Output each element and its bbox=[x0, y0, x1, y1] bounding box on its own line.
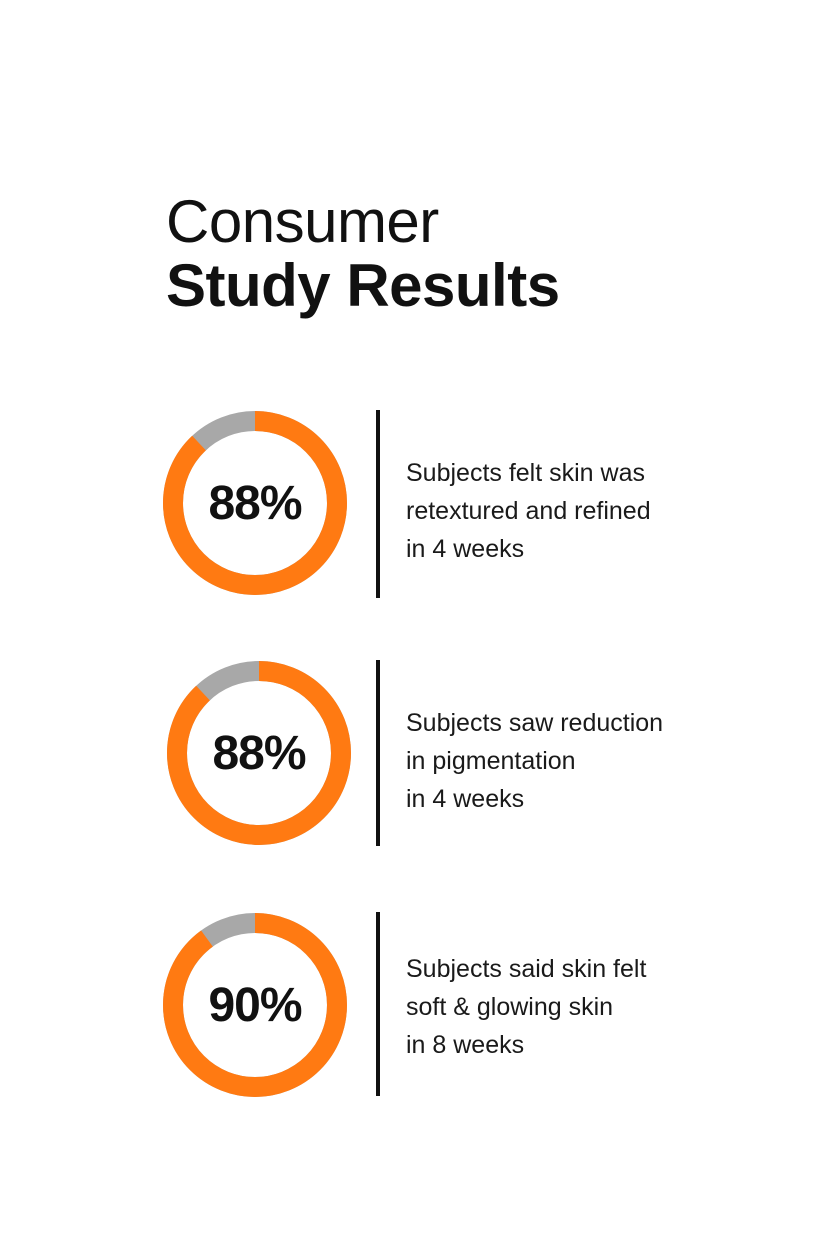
stat-item: 88% Subjects saw reduction in pigmentati… bbox=[160, 658, 720, 848]
description-line: in pigmentation bbox=[406, 747, 576, 775]
description-line: in 4 weeks bbox=[406, 535, 525, 563]
description-line: in 8 weeks bbox=[406, 1031, 525, 1059]
progress-ring: 88% bbox=[160, 408, 350, 598]
stat-description: Subjects said skin felt soft & glowing s… bbox=[406, 950, 726, 1064]
description-line: retextured and refined bbox=[406, 497, 651, 525]
progress-ring-graphic bbox=[167, 661, 351, 845]
divider-line bbox=[376, 660, 380, 846]
divider-line bbox=[376, 410, 380, 598]
description-line: Subjects said skin felt bbox=[406, 955, 647, 983]
description-line: Subjects saw reduction bbox=[406, 709, 664, 737]
progress-arc bbox=[167, 661, 351, 845]
page-title: Consumer Study Results bbox=[166, 190, 686, 318]
percent-value: 90% bbox=[208, 978, 302, 1032]
progress-arc bbox=[163, 913, 347, 1097]
stat-item: 88% Subjects felt skin was retextured an… bbox=[160, 408, 720, 598]
progress-ring: 88% bbox=[164, 658, 354, 848]
stat-description: Subjects felt skin was retextured and re… bbox=[406, 454, 726, 568]
stat-description: Subjects saw reduction in pigmentation i… bbox=[406, 704, 726, 818]
progress-ring: 90% bbox=[160, 910, 350, 1100]
progress-arc bbox=[163, 411, 347, 595]
percent-value: 88% bbox=[212, 726, 306, 780]
title-line-2: Study Results bbox=[166, 252, 560, 319]
description-line: soft & glowing skin bbox=[406, 993, 614, 1021]
title-line-1: Consumer bbox=[166, 188, 439, 255]
percent-value: 88% bbox=[208, 476, 302, 530]
description-line: Subjects felt skin was bbox=[406, 459, 645, 487]
stat-item: 90% Subjects said skin felt soft & glowi… bbox=[160, 910, 720, 1100]
progress-ring-graphic bbox=[163, 913, 347, 1097]
divider-line bbox=[376, 912, 380, 1096]
description-line: in 4 weeks bbox=[406, 785, 525, 813]
progress-ring-graphic bbox=[163, 411, 347, 595]
